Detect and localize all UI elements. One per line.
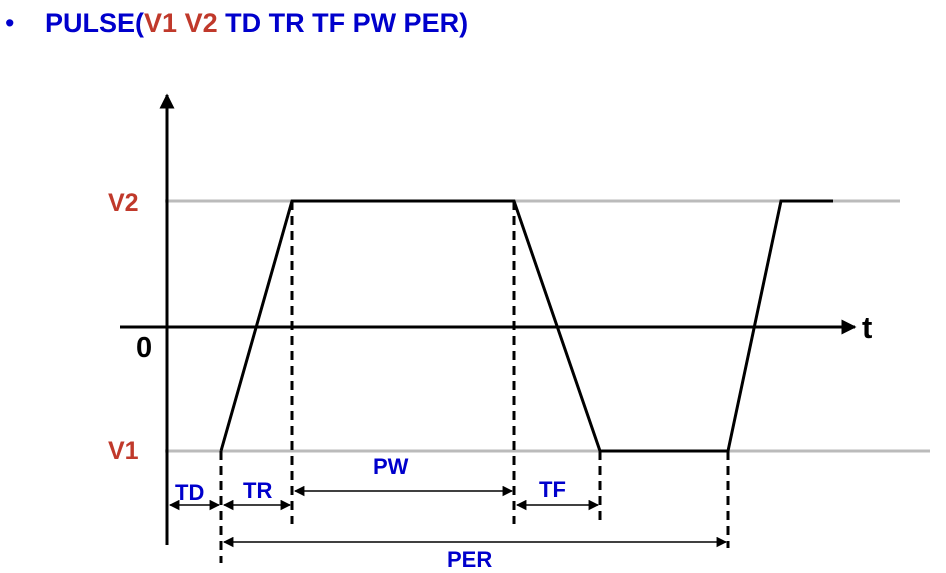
dashed-markers [219,201,730,563]
time-axis-label: t [862,310,872,345]
td-label: TD [175,480,204,505]
title-v2: V2 [184,8,218,38]
zero-level-label: 0 [136,332,152,364]
pw-label: PW [373,454,409,479]
title-v1: V1 [144,8,178,38]
slide-title: • PULSE(V1 V2 TD TR TF PW PER) [5,8,468,39]
title-prefix: PULSE( [45,8,145,38]
title-rest: TD TR TF PW PER) [217,8,469,38]
per-label: PER [447,547,492,572]
tr-label: TR [243,478,272,503]
v2-level-label: V2 [108,189,139,217]
tf-label: TF [539,477,566,502]
bullet-icon: • [5,8,15,38]
v1-level-label: V1 [108,437,139,465]
dimension-arrows [168,485,728,548]
